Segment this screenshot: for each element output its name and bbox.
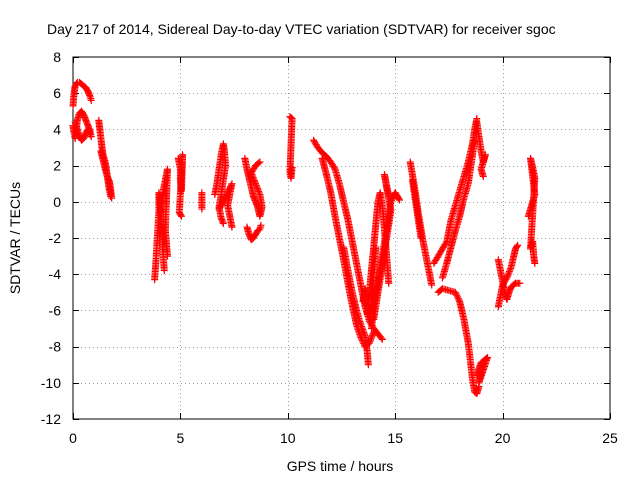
data-point (164, 252, 172, 260)
data-point (219, 199, 227, 207)
y-tick-label: -8 (49, 339, 62, 355)
data-point (219, 220, 227, 228)
data-point (477, 370, 485, 378)
data-point (506, 266, 514, 274)
data-point (257, 221, 265, 229)
data-point (513, 242, 521, 250)
data-point (395, 196, 403, 204)
data-point (367, 334, 375, 342)
data-point (370, 328, 378, 336)
data-point (160, 267, 168, 275)
y-tick-label: 0 (53, 194, 61, 210)
chart-title: Day 217 of 2014, Sidereal Day-to-day VTE… (47, 21, 556, 37)
data-point (385, 192, 393, 200)
data-point (177, 212, 185, 220)
data-point (368, 333, 376, 341)
data-point (514, 241, 522, 249)
data-point (442, 239, 450, 247)
data-point (378, 335, 386, 343)
data-point (395, 195, 403, 203)
data-point (428, 281, 436, 289)
x-tick-label: 15 (387, 430, 403, 446)
data-point (505, 269, 513, 277)
data-point (250, 175, 258, 183)
data-point (453, 293, 461, 301)
data-point (108, 194, 116, 202)
data-point (251, 178, 259, 186)
x-tick-label: 0 (69, 430, 77, 446)
data-point (516, 279, 524, 287)
data-point (366, 337, 374, 345)
data-point (364, 361, 372, 369)
y-tick-label: -10 (41, 375, 61, 391)
data-point (253, 183, 261, 191)
y-tick-label: -6 (49, 302, 62, 318)
data-point (505, 268, 513, 276)
data-point (255, 187, 263, 195)
data-point (368, 331, 376, 339)
data-point (256, 158, 264, 166)
data-point (177, 211, 185, 219)
data-point (504, 272, 512, 280)
data-point (360, 329, 368, 337)
data-point (252, 181, 260, 189)
data-point (503, 274, 511, 282)
data-point (87, 96, 95, 104)
data-point (249, 173, 257, 181)
data-points (69, 78, 539, 398)
data-point (455, 296, 463, 304)
y-tick-label: -2 (49, 230, 62, 246)
data-point (255, 189, 263, 197)
x-tick-label: 10 (280, 430, 296, 446)
data-point (502, 275, 510, 283)
data-point (452, 290, 460, 298)
data-point (479, 172, 487, 180)
data-point (228, 223, 236, 231)
data-point (288, 163, 296, 171)
data-point (359, 326, 367, 334)
data-point (507, 265, 515, 273)
data-point (358, 324, 366, 332)
y-tick-label: -12 (41, 411, 61, 427)
x-tick-label: 25 (602, 430, 618, 446)
y-axis-title: SDTVAR / TECUs (7, 182, 23, 294)
x-tick-label: 5 (177, 430, 185, 446)
y-tick-label: -4 (49, 266, 62, 282)
data-point (377, 334, 385, 342)
data-point (253, 184, 261, 192)
data-point (330, 164, 338, 172)
data-point (451, 288, 459, 296)
data-point (367, 336, 375, 344)
y-tick-label: 4 (53, 121, 61, 137)
y-tick-label: 6 (53, 85, 61, 101)
data-point (198, 205, 206, 213)
data-point (531, 259, 539, 267)
data-point (86, 131, 94, 139)
data-point (255, 159, 263, 167)
y-tick-label: 8 (53, 49, 61, 65)
data-point (372, 243, 380, 251)
x-axis-title: GPS time / hours (287, 458, 394, 474)
y-tick-label: 2 (53, 158, 61, 174)
axis-ticks: 0 5 10 15 20 25 -12 -10 -8 -6 -4 -2 0 2 4 6 8 (41, 49, 618, 446)
data-point (357, 321, 365, 329)
data-point (454, 294, 462, 302)
data-point (357, 322, 365, 330)
data-point (359, 327, 367, 335)
data-point (361, 330, 369, 338)
data-point (385, 279, 393, 287)
data-point (254, 186, 262, 194)
data-point (250, 177, 258, 185)
data-point (417, 234, 425, 242)
data-point (453, 291, 461, 299)
data-point (256, 191, 264, 199)
data-point (504, 271, 512, 279)
x-tick-label: 20 (495, 430, 511, 446)
data-point (252, 180, 260, 188)
data-point (369, 330, 377, 338)
